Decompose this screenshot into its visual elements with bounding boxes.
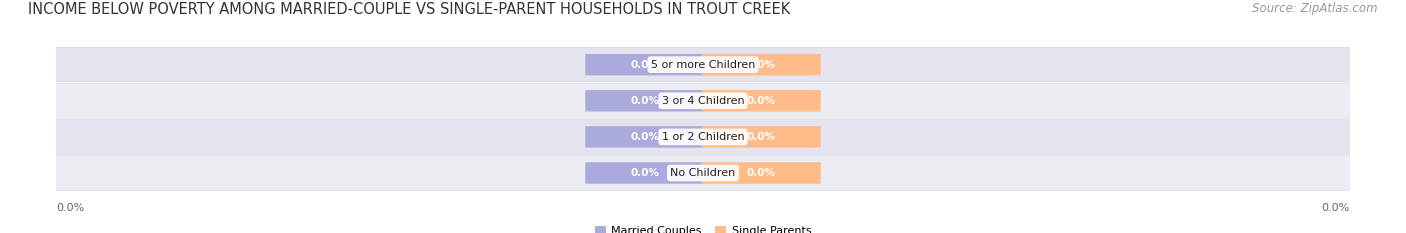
Text: 0.0%: 0.0% <box>1322 203 1350 213</box>
FancyBboxPatch shape <box>45 83 1361 118</box>
FancyBboxPatch shape <box>45 156 1361 190</box>
FancyBboxPatch shape <box>45 47 1361 82</box>
FancyBboxPatch shape <box>702 90 821 112</box>
Text: 0.0%: 0.0% <box>56 203 84 213</box>
Text: 0.0%: 0.0% <box>630 60 659 70</box>
Text: Source: ZipAtlas.com: Source: ZipAtlas.com <box>1253 2 1378 15</box>
Text: 0.0%: 0.0% <box>630 132 659 142</box>
Text: 0.0%: 0.0% <box>630 168 659 178</box>
FancyBboxPatch shape <box>585 90 704 112</box>
FancyBboxPatch shape <box>702 162 821 184</box>
Legend: Married Couples, Single Parents: Married Couples, Single Parents <box>591 221 815 233</box>
Text: No Children: No Children <box>671 168 735 178</box>
FancyBboxPatch shape <box>585 126 704 148</box>
Text: 1 or 2 Children: 1 or 2 Children <box>662 132 744 142</box>
FancyBboxPatch shape <box>702 54 821 75</box>
Text: 0.0%: 0.0% <box>747 60 776 70</box>
Text: 0.0%: 0.0% <box>747 96 776 106</box>
Text: 0.0%: 0.0% <box>747 132 776 142</box>
Text: 3 or 4 Children: 3 or 4 Children <box>662 96 744 106</box>
FancyBboxPatch shape <box>585 54 704 75</box>
Text: 0.0%: 0.0% <box>630 96 659 106</box>
Text: 5 or more Children: 5 or more Children <box>651 60 755 70</box>
FancyBboxPatch shape <box>45 120 1361 154</box>
FancyBboxPatch shape <box>702 126 821 148</box>
Text: 0.0%: 0.0% <box>747 168 776 178</box>
FancyBboxPatch shape <box>585 162 704 184</box>
Text: INCOME BELOW POVERTY AMONG MARRIED-COUPLE VS SINGLE-PARENT HOUSEHOLDS IN TROUT C: INCOME BELOW POVERTY AMONG MARRIED-COUPL… <box>28 2 790 17</box>
